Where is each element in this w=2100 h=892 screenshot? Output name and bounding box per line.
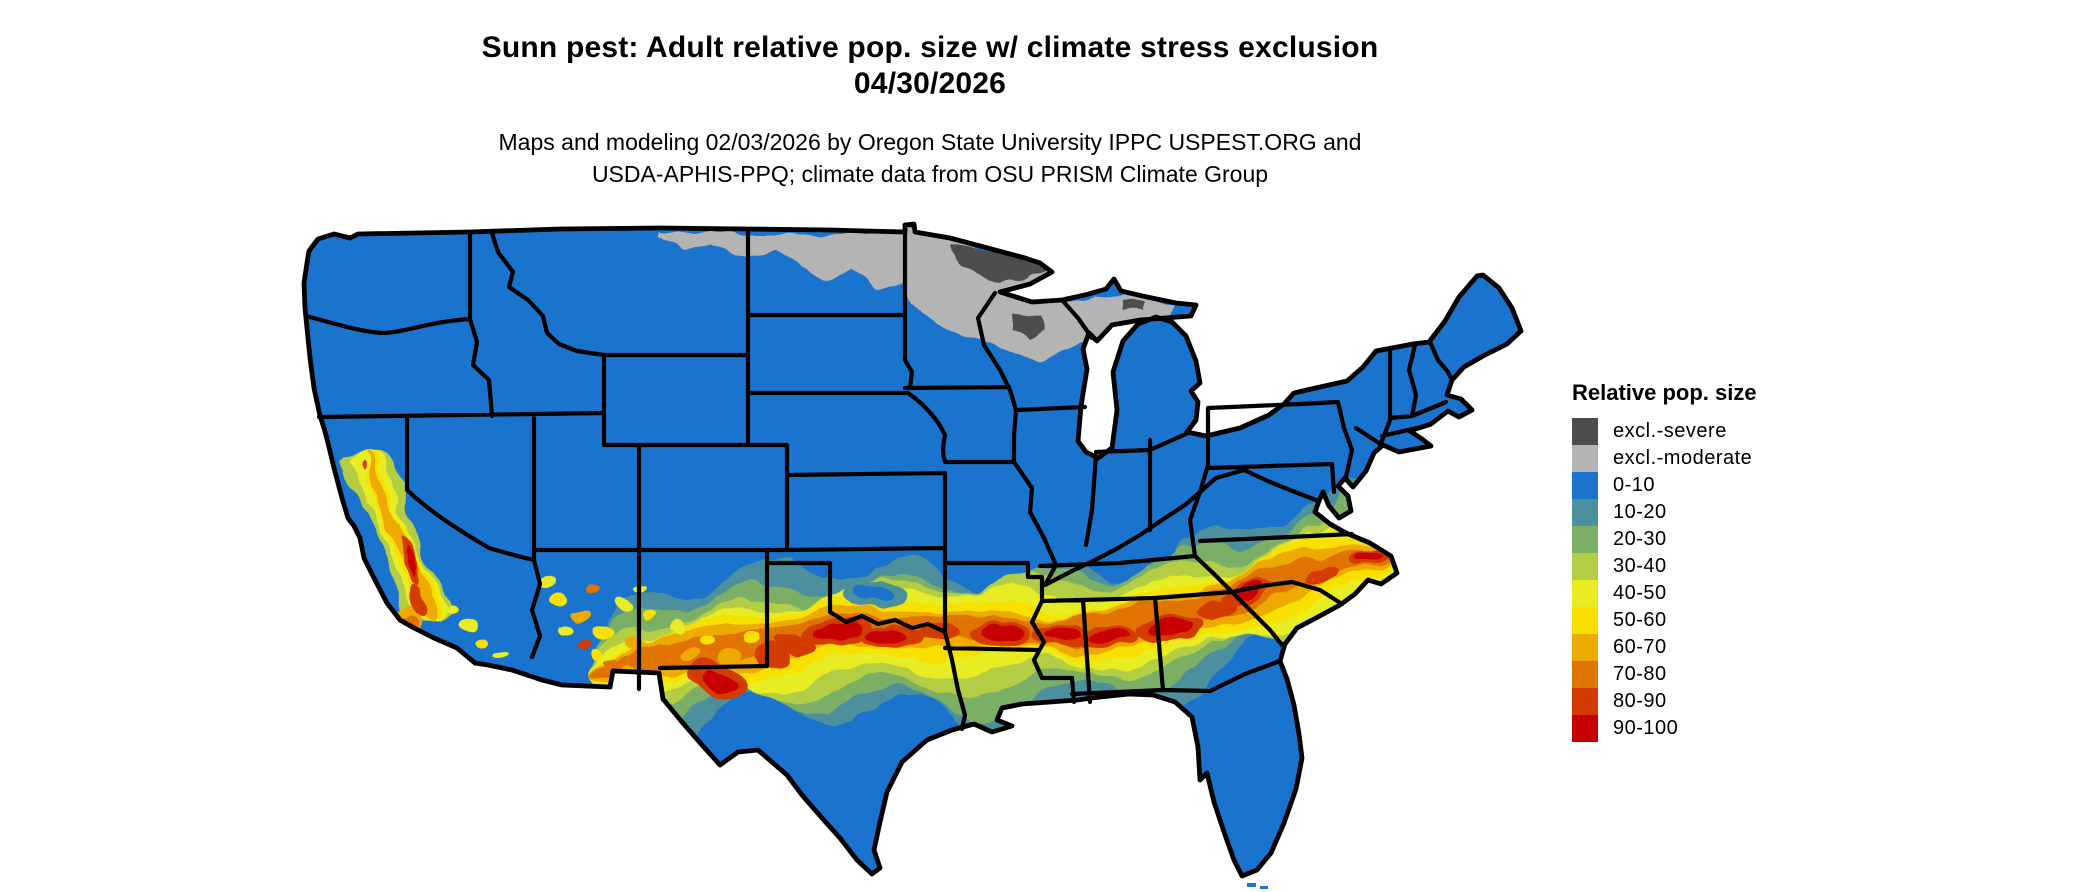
patch-v40 xyxy=(559,626,571,634)
legend-swatch xyxy=(1572,688,1598,715)
patch-v50 xyxy=(404,645,412,651)
legend-item: 10-20 xyxy=(1572,499,1757,526)
patch-v40 xyxy=(614,599,630,611)
legend-item: 80-90 xyxy=(1572,688,1757,715)
patch-v40 xyxy=(462,619,478,631)
legend-item: excl.-severe xyxy=(1572,418,1757,445)
map-subtitle: Maps and modeling 02/03/2026 by Oregon S… xyxy=(225,126,1635,190)
legend-label: 10-20 xyxy=(1613,501,1667,523)
header: Sunn pest: Adult relative pop. size w/ c… xyxy=(225,30,1635,190)
legend-swatch xyxy=(1572,526,1598,553)
patch-v70 xyxy=(585,583,599,593)
legend-title: Relative pop. size xyxy=(1572,380,1757,405)
legend-label: 70-80 xyxy=(1613,663,1667,685)
legend-items: excl.-severe excl.-moderate 0-10 10-20 20-30… xyxy=(1572,418,1757,742)
patch-v90 xyxy=(870,627,910,643)
patch-v40 xyxy=(446,608,458,616)
patch-v70 xyxy=(652,645,672,659)
legend-label: 60-70 xyxy=(1613,636,1667,658)
legend-label: excl.-moderate xyxy=(1613,447,1753,469)
patch-v80 xyxy=(360,460,364,468)
legend-item: excl.-moderate xyxy=(1572,445,1757,472)
patch-v80 xyxy=(1302,564,1342,584)
legend-swatch xyxy=(1572,472,1598,499)
map-subtitle-line1: Maps and modeling 02/03/2026 by Oregon S… xyxy=(498,129,1362,155)
legend-swatch xyxy=(1572,499,1598,526)
patch-v90 xyxy=(1046,627,1082,643)
patch-v90 xyxy=(405,542,419,578)
patch-v80 xyxy=(1195,599,1235,621)
legend-item: 90-100 xyxy=(1572,715,1757,742)
legend-item: 0-10 xyxy=(1572,472,1757,499)
legend-item: 40-50 xyxy=(1572,580,1757,607)
exclusion-overlay xyxy=(660,228,1174,358)
patch-v50 xyxy=(478,635,492,645)
patch-v80 xyxy=(578,640,592,650)
legend-swatch xyxy=(1572,553,1598,580)
patch-v80 xyxy=(411,584,427,616)
legend: Relative pop. size excl.-severe excl.-mod… xyxy=(1572,380,1757,742)
legend-item: 30-40 xyxy=(1572,553,1757,580)
patch-v80 xyxy=(773,633,817,655)
patch-v50 xyxy=(698,635,712,645)
patch-v80 xyxy=(918,623,962,641)
map-title-date: 04/30/2026 xyxy=(853,67,1007,100)
legend-label: 90-100 xyxy=(1613,717,1679,739)
patch-v60 xyxy=(416,651,424,657)
map-subtitle-line2: USDA-APHIS-PPQ; climate data from OSU PR… xyxy=(591,161,1269,187)
legend-label: 50-60 xyxy=(1613,609,1667,631)
legend-swatch xyxy=(1572,715,1598,742)
legend-swatch xyxy=(1572,634,1598,661)
legend-item: 70-80 xyxy=(1572,661,1757,688)
legend-item: 20-30 xyxy=(1572,526,1757,553)
map-title-line1: Sunn pest: Adult relative pop. size w/ c… xyxy=(481,31,1379,64)
patch-v90 xyxy=(1354,549,1382,561)
patch-v40 xyxy=(668,622,684,634)
patch-v40 xyxy=(494,651,506,659)
patch-v50 xyxy=(593,623,615,637)
population-band-overlay xyxy=(340,450,1412,763)
patch-v90 xyxy=(1090,627,1130,643)
patch-v80 xyxy=(752,645,792,669)
legend-item: 50-60 xyxy=(1572,607,1757,634)
legend-swatch xyxy=(1572,580,1598,607)
patch-v90 xyxy=(814,623,866,639)
legend-label: excl.-severe xyxy=(1613,420,1727,442)
patch-v60 xyxy=(718,647,742,663)
legend-swatch xyxy=(1572,445,1598,472)
patch-v0 xyxy=(855,585,891,599)
legend-label: 80-90 xyxy=(1613,690,1667,712)
florida-keys xyxy=(1247,883,1268,889)
legend-label: 0-10 xyxy=(1613,474,1656,496)
patch-v50 xyxy=(550,593,570,607)
national-outline xyxy=(301,221,1524,879)
legend-item: 60-70 xyxy=(1572,634,1757,661)
legend-label: 20-30 xyxy=(1613,528,1667,550)
patch-v50 xyxy=(744,634,760,646)
legend-swatch xyxy=(1572,418,1598,445)
legend-label: 40-50 xyxy=(1613,582,1667,604)
patch-v60 xyxy=(681,649,699,661)
patch-v50 xyxy=(641,610,655,620)
patch-v40 xyxy=(433,658,439,662)
legend-swatch xyxy=(1572,661,1598,688)
patch-v90 xyxy=(980,625,1024,641)
patch-v60 xyxy=(569,612,587,624)
patch-v70 xyxy=(606,656,618,664)
legend-label: 30-40 xyxy=(1613,555,1667,577)
legend-swatch xyxy=(1572,607,1598,634)
patch-v90 xyxy=(702,669,738,695)
patch-v50 xyxy=(591,650,605,660)
